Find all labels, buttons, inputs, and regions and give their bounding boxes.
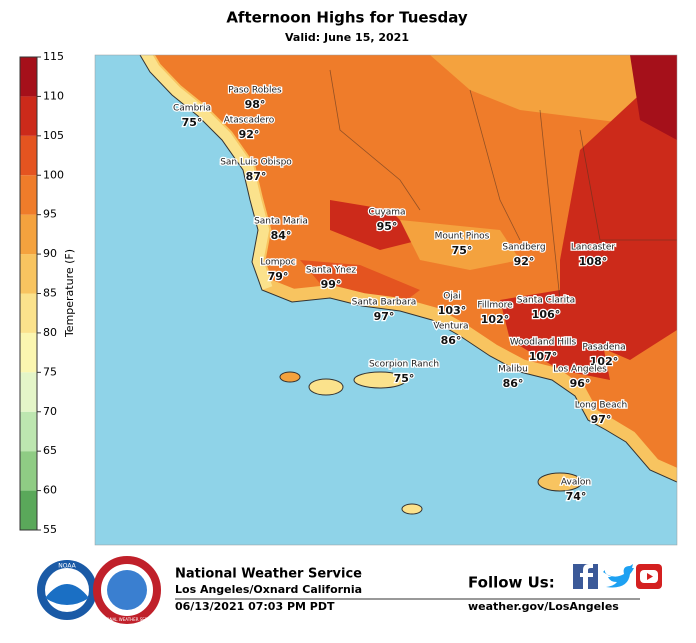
- city-name: Los Angeles: [553, 365, 607, 375]
- city-name: Atascadero: [224, 116, 275, 126]
- colorbar-band: [20, 451, 37, 491]
- city-name: Malibu: [498, 365, 528, 375]
- colorbar-tick-label: 105: [43, 129, 64, 142]
- issued: 06/13/2021 07:03 PM PDT: [175, 600, 335, 613]
- colorbar-band: [20, 57, 37, 97]
- city-temp: 92°: [239, 128, 260, 141]
- cities: Paso Robles 98° Cambria 75° Atascadero 92° San…: [172, 84, 629, 504]
- colorbar-label: Temperature (F): [63, 249, 76, 338]
- city-temp: 86°: [503, 377, 524, 390]
- islands: [279, 371, 583, 515]
- colorbar-band: [20, 254, 37, 294]
- city-temp: 99°: [321, 278, 342, 291]
- colorbar-tick-label: 115: [43, 50, 64, 63]
- city-name: Fillmore: [477, 301, 513, 311]
- city-name: Paso Robles: [228, 86, 282, 96]
- city-temp: 106°: [532, 308, 560, 321]
- city-temp: 84°: [271, 229, 292, 242]
- colorbar-band: [20, 96, 37, 136]
- colorbar-band: [20, 175, 37, 215]
- follow: Follow Us:: [468, 574, 555, 592]
- city-temp: 96°: [570, 377, 591, 390]
- city-temp: 75°: [182, 116, 203, 129]
- city-temp: 102°: [481, 313, 509, 326]
- colorbar-tick-label: 100: [43, 168, 64, 181]
- colorbar-tick-label: 95: [43, 208, 57, 221]
- city-name: Ventura: [433, 322, 468, 332]
- agency: National Weather Service: [175, 567, 362, 582]
- city-temp: 92°: [514, 255, 535, 268]
- city-name: Ojai: [443, 292, 461, 302]
- city-name: Lompoc: [260, 258, 295, 268]
- city-name: Sandberg: [502, 243, 545, 253]
- city-name: Santa Clarita: [517, 296, 575, 306]
- colorbar-tick-label: 55: [43, 523, 57, 536]
- colorbar-tick-label: 90: [43, 247, 57, 260]
- city-name: Cambria: [173, 104, 211, 114]
- city-name: Lancaster: [571, 243, 615, 253]
- city-name: Scorpion Ranch: [369, 360, 439, 370]
- nws-logo: NATIONAL WEATHER SERVICE: [93, 556, 161, 624]
- city-name: San Luis Obispo: [220, 158, 292, 168]
- nws-text: NATIONAL WEATHER SERVICE: [97, 617, 157, 622]
- city-name: Mount Pinos: [435, 232, 490, 242]
- city-temp: 97°: [374, 310, 395, 323]
- city-name: Long Beach: [575, 401, 628, 411]
- noaa-logo: NOAA: [37, 560, 97, 620]
- colorbar-band: [20, 372, 37, 412]
- website[interactable]: weather.gov/LosAngeles: [468, 600, 619, 613]
- city-temp: 87°: [246, 170, 267, 183]
- colorbar-tick-label: 70: [43, 405, 57, 418]
- colorbar-band: [20, 332, 37, 373]
- map: Paso Robles 98° Cambria 75° Atascadero 92° San…: [95, 55, 677, 545]
- city-name: Cuyama: [368, 208, 405, 218]
- colorbar-tick-label: 80: [43, 326, 57, 339]
- city-temp: 108°: [579, 255, 607, 268]
- colorbar-band: [20, 490, 37, 530]
- city-name: Avalon: [561, 478, 591, 488]
- colorbar: 55 60 65 70 75 80 85 90 95 100 105 110 115: [19, 50, 64, 536]
- city-temp: 102°: [590, 355, 618, 368]
- colorbar-band: [20, 411, 37, 452]
- twitter-icon[interactable]: [603, 564, 634, 588]
- subtitle: Valid: June 15, 2021: [285, 31, 409, 44]
- city-temp: 95°: [377, 220, 398, 233]
- city-temp: 103°: [438, 304, 466, 317]
- colorbar-band: [20, 293, 37, 333]
- office: Los Angeles/Oxnard California: [175, 583, 362, 596]
- colorbar-band: [20, 135, 37, 176]
- colorbar-tick-label: 75: [43, 365, 57, 378]
- noaa-text: NOAA: [58, 563, 76, 570]
- city-temp: 97°: [591, 413, 612, 426]
- colorbar-tick-label: 60: [43, 484, 57, 497]
- city-temp: 86°: [441, 334, 462, 347]
- colorbar-tick-label: 85: [43, 287, 57, 300]
- city-temp: 74°: [566, 490, 587, 503]
- city-name: Pasadena: [582, 343, 625, 353]
- city-temp: 98°: [245, 98, 266, 111]
- city-name: Woodland Hills: [510, 338, 577, 348]
- colorbar-tick-label: 65: [43, 444, 57, 457]
- city-temp: 75°: [452, 244, 473, 257]
- colorbar-band: [20, 214, 37, 255]
- title: Afternoon Highs for Tuesday: [226, 9, 468, 27]
- city-name: Santa Barbara: [352, 298, 417, 308]
- city-temp: 79°: [268, 270, 289, 283]
- city-temp: 75°: [394, 372, 415, 385]
- city-name: Santa Ynez: [306, 266, 357, 276]
- city-name: Santa Maria: [254, 217, 308, 227]
- colorbar-tick-label: 110: [43, 89, 64, 102]
- city-temp: 107°: [529, 350, 557, 363]
- social-icons[interactable]: [573, 564, 662, 589]
